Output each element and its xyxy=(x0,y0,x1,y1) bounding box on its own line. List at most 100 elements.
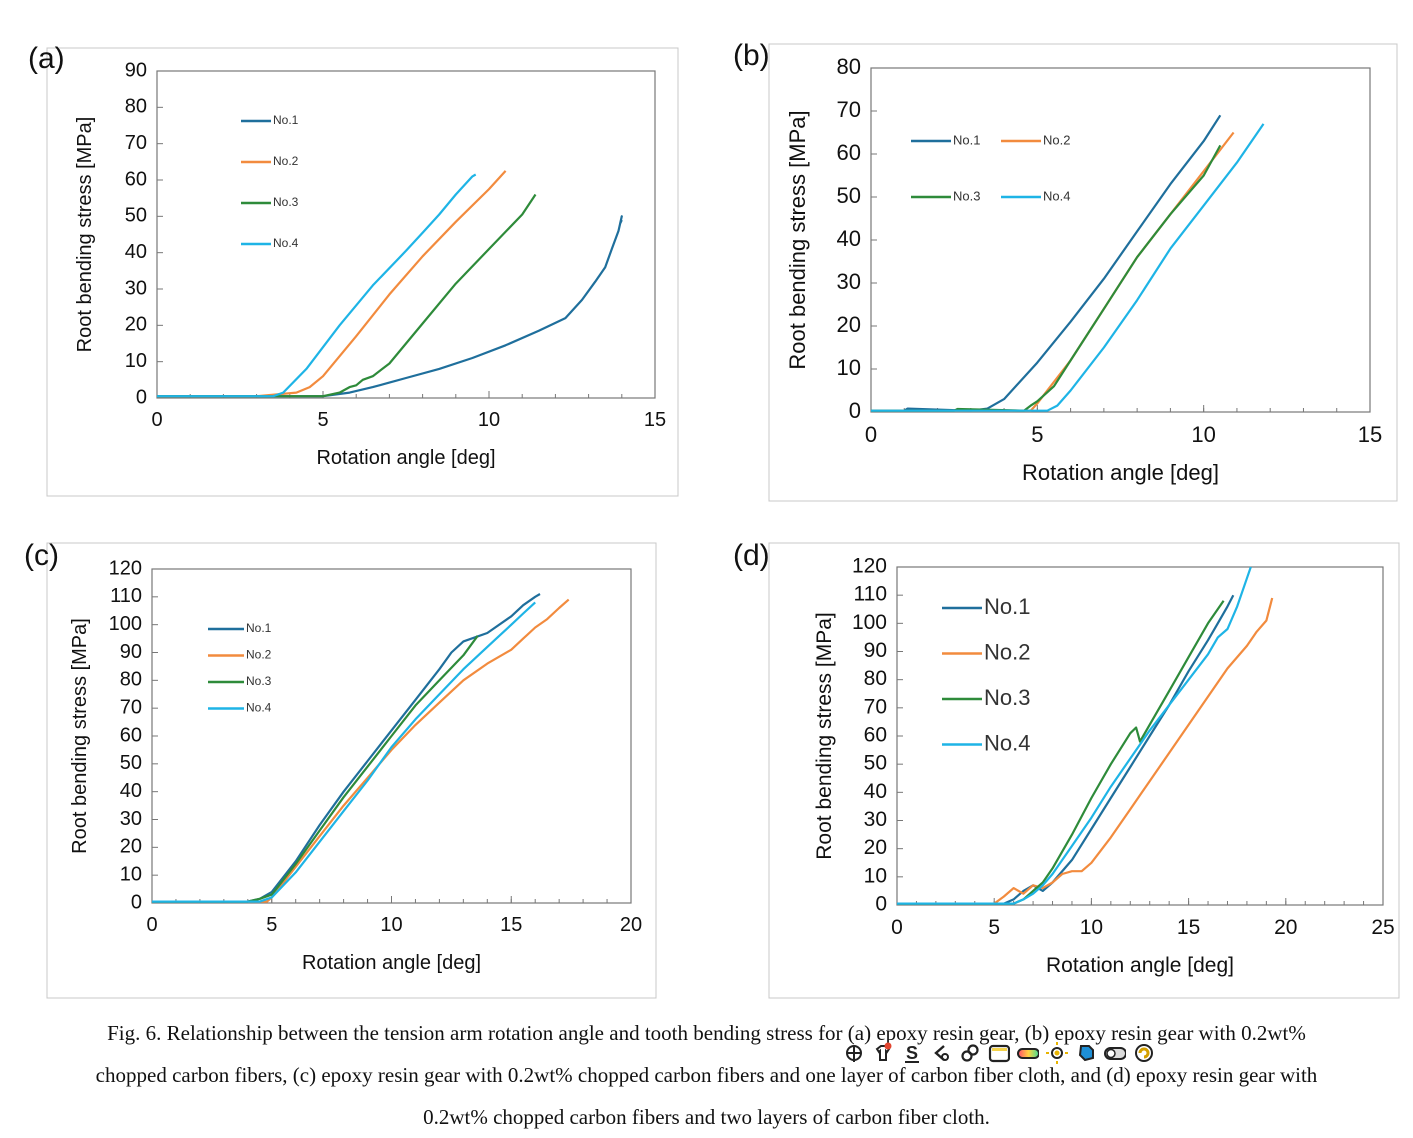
panel-2-y-axis-label: Root bending stress [MPa] xyxy=(785,110,810,369)
panel-4-legend-label: No.4 xyxy=(984,730,1030,755)
panel-2-x-tick-label: 15 xyxy=(1358,422,1382,447)
panel-1-x-tick-label: 0 xyxy=(151,409,162,431)
dollar-s-icon[interactable]: S xyxy=(901,1042,923,1064)
panel-3-y-tick-label: 20 xyxy=(120,836,142,858)
panel-3-series-no2-line xyxy=(152,598,570,903)
panel-3-legend: No.1 No.2 No.3 No.4 xyxy=(208,621,272,715)
panel-2: (b) 0 5 10 15 0 10 20 30 40 50 60 70 80 Rotation angle… xyxy=(733,39,1398,502)
panel-2-y-tick-label: 30 xyxy=(837,269,861,294)
panel-4-y-tick-label: 30 xyxy=(864,808,887,831)
panel-1-legend: No.1 No.2 No.3 No.4 xyxy=(241,113,299,250)
panel-3-y-tick-label: 80 xyxy=(120,669,142,691)
panel-3: (c) 0 5 10 15 20 0 10 20 30 40 50 60 70 80 90 100 110 120 R… xyxy=(24,539,657,999)
toggle-icon[interactable] xyxy=(1104,1042,1127,1064)
panel-2-x-tick-label: 0 xyxy=(865,422,877,447)
panel-1-y-tick-label: 10 xyxy=(125,350,147,372)
panel-3-y-axis-label: Root bending stress [MPa] xyxy=(69,618,91,854)
panel-1-y-tick-label: 70 xyxy=(125,132,147,154)
panel-2-series-no4-line xyxy=(871,123,1265,412)
plus-circle-icon[interactable] xyxy=(843,1042,865,1064)
chevron-left-icon[interactable] xyxy=(930,1042,952,1064)
caption-line-2: chopped carbon fibers, (c) epoxy resin g… xyxy=(95,1063,1318,1087)
panel-2-y-tick-label: 40 xyxy=(837,226,861,251)
panel-2-legend-label: No.3 xyxy=(953,188,980,203)
panel-4-plot-area xyxy=(896,566,1384,906)
panel-2-plot-area xyxy=(870,67,1371,413)
panel-3-y-tick-label: 40 xyxy=(120,780,142,802)
panel-3-y-tick-label: 100 xyxy=(109,613,142,635)
figure-caption: Fig. 6. Relationship between the tension… xyxy=(0,1012,1413,1138)
figure: (a) 0 5 10 15 0 10 20 30 40 50 60 70 80 90 Rotation ang… xyxy=(24,39,1400,999)
panel-3-y-tick-label: 50 xyxy=(120,752,142,774)
panel-3-y-tick-label: 10 xyxy=(120,863,142,885)
panel-1-x-tick-label: 15 xyxy=(644,409,666,431)
panel-4-legend-label: No.2 xyxy=(984,639,1030,664)
panel-2-y-tick-label: 0 xyxy=(849,398,861,423)
panel-1-legend-label: No.3 xyxy=(273,195,299,209)
panel-1-y-axis-label: Root bending stress [MPa] xyxy=(74,117,96,353)
panel-3-series-no4-line xyxy=(152,601,536,903)
panel-3-x-tick-label: 20 xyxy=(620,914,642,936)
panel-2-legend-label: No.4 xyxy=(1043,188,1070,203)
panel-4-y-tick-label: 120 xyxy=(852,555,887,578)
panel-2-frame xyxy=(768,43,1398,502)
panel-4-y-tick-label: 100 xyxy=(852,611,887,634)
panel-4-y-tick-label: 70 xyxy=(864,695,887,718)
panel-3-legend-label: No.4 xyxy=(246,701,272,715)
panel-3-series-no3-line xyxy=(152,635,479,903)
panel-2-series-no1-line xyxy=(871,114,1222,412)
panel-1-series-no4-line xyxy=(157,173,477,398)
panel-4-x-axis-label: Rotation angle [deg] xyxy=(1046,954,1234,977)
panel-1-y-tick-label: 20 xyxy=(125,314,147,336)
panel-1-y-tick-label: 40 xyxy=(125,241,147,263)
panel-3-label: (c) xyxy=(24,539,59,572)
link-icon[interactable] xyxy=(959,1042,981,1064)
sun-icon[interactable] xyxy=(1046,1042,1068,1064)
panel-2-y-tick-label: 60 xyxy=(837,140,861,165)
panel-4-y-tick-label: 20 xyxy=(864,836,887,859)
panel-1-y-tick-label: 90 xyxy=(125,59,147,81)
panel-3-y-tick-label: 70 xyxy=(120,696,142,718)
shirt-icon[interactable] xyxy=(872,1042,894,1064)
panel-4-y-tick-label: 40 xyxy=(864,780,887,803)
panel-1-y-tick-label: 60 xyxy=(125,168,147,190)
panel-4-x-tick-label: 20 xyxy=(1274,916,1297,939)
spiral-icon[interactable] xyxy=(1133,1042,1155,1064)
panel-1: (a) 0 5 10 15 0 10 20 30 40 50 60 70 80 90 Rotation ang… xyxy=(28,42,679,497)
panel-1-legend-label: No.4 xyxy=(273,236,299,250)
panel-3-legend-label: No.3 xyxy=(246,674,272,688)
svg-text:S: S xyxy=(906,1043,918,1063)
panel-4-series-no3-line xyxy=(897,600,1225,905)
panel-4-y-tick-label: 10 xyxy=(864,864,887,887)
panel-4-y-tick-label: 60 xyxy=(864,724,887,747)
panel-2-legend: No.1 No.2 No.3 No.4 xyxy=(911,132,1070,203)
gradient-pill-icon[interactable] xyxy=(1017,1042,1040,1064)
panel-3-y-tick-label: 60 xyxy=(120,724,142,746)
caption-line-1: Fig. 6. Relationship between the tension… xyxy=(107,1021,1306,1045)
panel-1-frame xyxy=(46,47,679,497)
panel-3-x-tick-label: 5 xyxy=(266,914,277,936)
panel-4-x-tick-label: 15 xyxy=(1177,916,1200,939)
panel-3-legend-label: No.1 xyxy=(246,621,272,635)
panel-4-x-tick-label: 10 xyxy=(1080,916,1103,939)
puzzle-icon[interactable] xyxy=(1075,1042,1097,1064)
panel-1-legend-label: No.1 xyxy=(273,113,299,127)
square-icon[interactable] xyxy=(988,1042,1011,1064)
panel-4: (d) 0 5 10 15 20 25 0 10 20 30 40 50 60 70 80 90 100 110 12… xyxy=(733,539,1400,999)
panel-4-y-tick-label: 0 xyxy=(875,893,887,916)
panel-3-x-tick-label: 10 xyxy=(380,914,402,936)
panel-1-label: (a) xyxy=(28,42,65,75)
panel-1-y-tick-label: 0 xyxy=(136,386,147,408)
panel-2-x-axis-label: Rotation angle [deg] xyxy=(1022,460,1219,485)
panel-4-y-tick-label: 80 xyxy=(864,667,887,690)
panel-4-legend-label: No.3 xyxy=(984,685,1030,710)
panel-3-series-no1-line xyxy=(152,593,541,903)
overlay-toolbar: S xyxy=(843,1040,1155,1066)
panel-3-x-axis-label: Rotation angle [deg] xyxy=(302,952,481,974)
panel-4-label: (d) xyxy=(733,539,770,572)
panel-2-y-tick-label: 70 xyxy=(837,97,861,122)
panel-3-legend-label: No.2 xyxy=(246,648,272,662)
panel-2-series-no3-line xyxy=(871,144,1222,412)
panel-4-x-tick-label: 25 xyxy=(1371,916,1394,939)
panel-2-y-tick-label: 20 xyxy=(837,312,861,337)
